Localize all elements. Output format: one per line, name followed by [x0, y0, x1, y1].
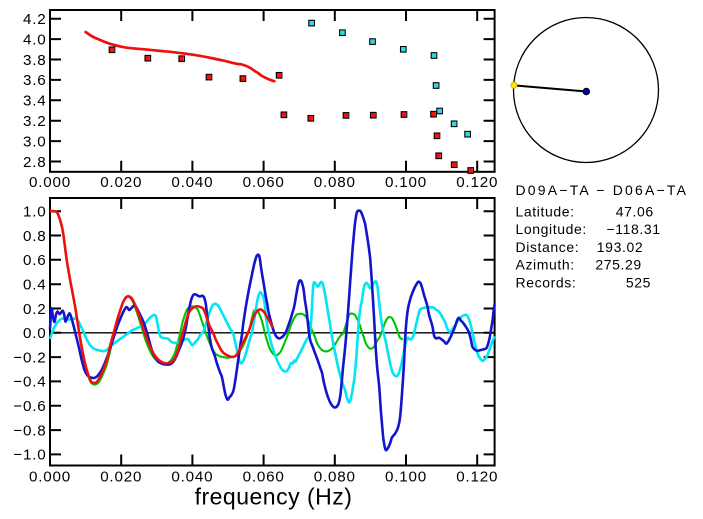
svg-text:3.2: 3.2: [23, 113, 47, 130]
svg-text:Distance:: Distance:: [516, 239, 580, 255]
svg-text:2.8: 2.8: [23, 154, 47, 171]
svg-text:3.4: 3.4: [23, 93, 47, 110]
svg-text:−0.8: −0.8: [13, 422, 46, 439]
svg-text:0.120: 0.120: [456, 174, 498, 191]
svg-text:525: 525: [626, 274, 651, 290]
svg-text:0.100: 0.100: [385, 174, 427, 191]
svg-text:3.6: 3.6: [23, 72, 47, 89]
svg-text:−118.31: −118.31: [607, 221, 661, 237]
svg-text:0.4: 0.4: [23, 277, 47, 294]
svg-text:0.080: 0.080: [314, 469, 356, 486]
svg-text:Records:: Records:: [516, 274, 577, 290]
svg-text:−0.2: −0.2: [13, 349, 46, 366]
svg-text:0.060: 0.060: [243, 174, 285, 191]
svg-text:275.29: 275.29: [595, 257, 641, 273]
svg-text:193.02: 193.02: [597, 239, 643, 255]
svg-text:0.100: 0.100: [385, 469, 427, 486]
svg-text:0.040: 0.040: [171, 174, 213, 191]
svg-text:0.8: 0.8: [23, 228, 47, 245]
svg-text:D09A−TA − D06A−TA: D09A−TA − D06A−TA: [516, 182, 689, 198]
svg-text:0.0: 0.0: [23, 325, 47, 342]
svg-text:0.000: 0.000: [29, 174, 71, 191]
svg-text:−0.6: −0.6: [13, 398, 46, 415]
svg-text:47.06: 47.06: [616, 204, 654, 220]
svg-text:0.020: 0.020: [100, 469, 142, 486]
svg-text:Azimuth:: Azimuth:: [516, 257, 575, 273]
svg-text:0.040: 0.040: [171, 469, 213, 486]
svg-text:0.020: 0.020: [100, 174, 142, 191]
svg-text:0.080: 0.080: [314, 174, 356, 191]
svg-text:Latitude:: Latitude:: [516, 204, 575, 220]
svg-text:3.8: 3.8: [23, 52, 47, 69]
svg-text:1.0: 1.0: [23, 204, 47, 221]
svg-text:4.0: 4.0: [23, 31, 47, 48]
svg-text:0.120: 0.120: [456, 469, 498, 486]
svg-text:0.060: 0.060: [243, 469, 285, 486]
svg-text:−0.4: −0.4: [13, 374, 46, 391]
svg-text:−1.0: −1.0: [13, 447, 46, 464]
svg-text:3.0: 3.0: [23, 133, 47, 150]
svg-text:0.6: 0.6: [23, 252, 47, 269]
svg-text:frequency (Hz): frequency (Hz): [195, 484, 353, 510]
svg-text:4.2: 4.2: [23, 11, 47, 28]
svg-text:0.000: 0.000: [29, 469, 71, 486]
svg-text:0.2: 0.2: [23, 301, 47, 318]
svg-text:Longitude:: Longitude:: [516, 221, 587, 237]
